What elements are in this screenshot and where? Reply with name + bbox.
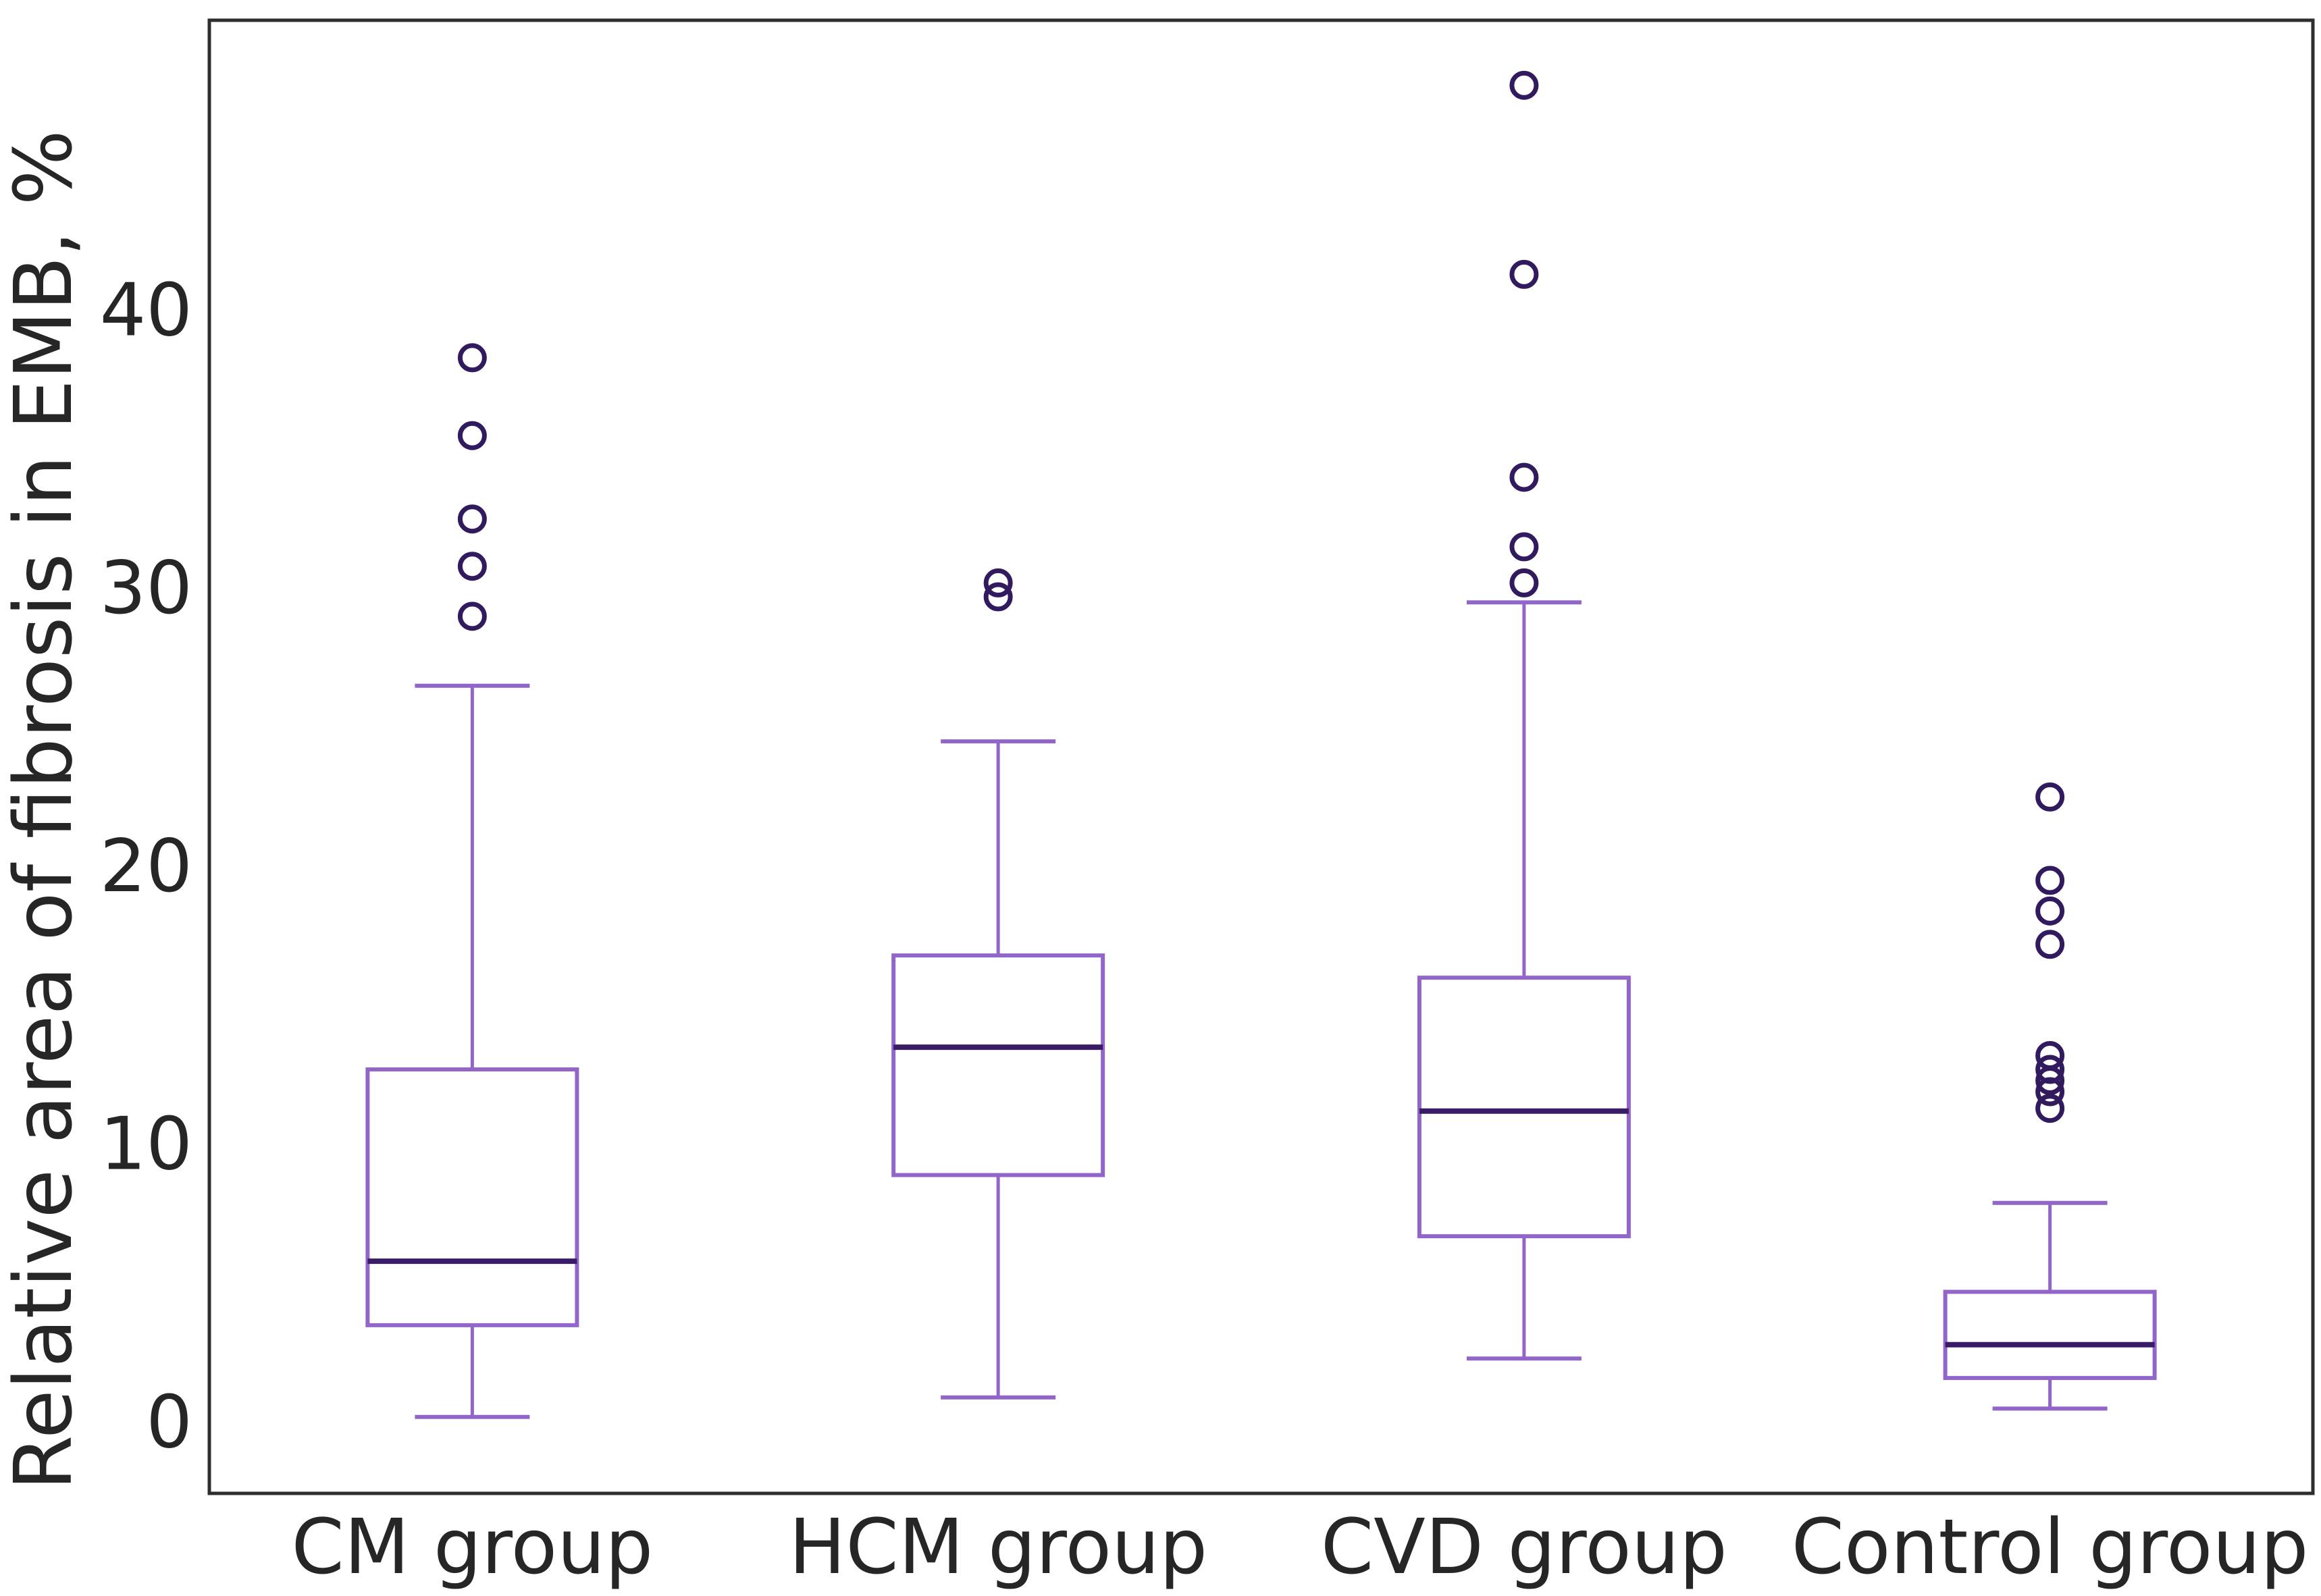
- outlier-cm-group-3: [457, 421, 487, 450]
- outlier-control-group-0: [2035, 1094, 2065, 1123]
- x-tick-label-control-group: Control group: [1792, 1504, 2309, 1591]
- outlier-hcm-group-0: [983, 582, 1013, 612]
- outlier-cvd-group-3: [1509, 259, 1539, 289]
- box-control-group: [1943, 1289, 2157, 1381]
- y-tick-label-40: 40: [100, 268, 192, 352]
- outlier-control-group-7: [2035, 866, 2065, 895]
- box-hcm-group: [891, 953, 1105, 1177]
- outlier-cvd-group-1: [1509, 532, 1539, 562]
- box-cvd-group: [1417, 976, 1631, 1239]
- outlier-cm-group-0: [457, 602, 487, 631]
- outlier-cvd-group-0: [1509, 568, 1539, 597]
- y-tick-label-20: 20: [100, 824, 192, 909]
- chart-layer: 0 10 20 30 40 CM group HCM group CVD group Contr…: [100, 18, 2315, 1591]
- plot-frame: [207, 18, 2315, 1495]
- outlier-cm-group-4: [457, 343, 487, 373]
- outlier-cvd-group-4: [1509, 70, 1539, 100]
- x-tick-label-hcm-group: HCM group: [789, 1504, 1207, 1591]
- outlier-control-group-8: [2035, 782, 2065, 812]
- outlier-cm-group-2: [457, 504, 487, 534]
- y-axis-label: Relative area of fibrosis in EMB, %: [0, 130, 90, 1490]
- outlier-cm-group-1: [457, 552, 487, 581]
- outlier-control-group-3: [2035, 1055, 2065, 1084]
- outlier-control-group-4: [2035, 1040, 2065, 1070]
- y-tick-label-0: 0: [146, 1380, 192, 1464]
- y-tick-label-30: 30: [100, 546, 192, 631]
- outlier-hcm-group-1: [983, 568, 1013, 597]
- outlier-control-group-6: [2035, 896, 2065, 926]
- y-tick-label-10: 10: [100, 1102, 192, 1187]
- x-tick-label-cvd-group: CVD group: [1321, 1504, 1727, 1591]
- outlier-cvd-group-2: [1509, 462, 1539, 492]
- outlier-control-group-5: [2035, 930, 2065, 959]
- box-cm-group: [365, 1067, 579, 1327]
- x-tick-label-cm-group: CM group: [292, 1504, 654, 1591]
